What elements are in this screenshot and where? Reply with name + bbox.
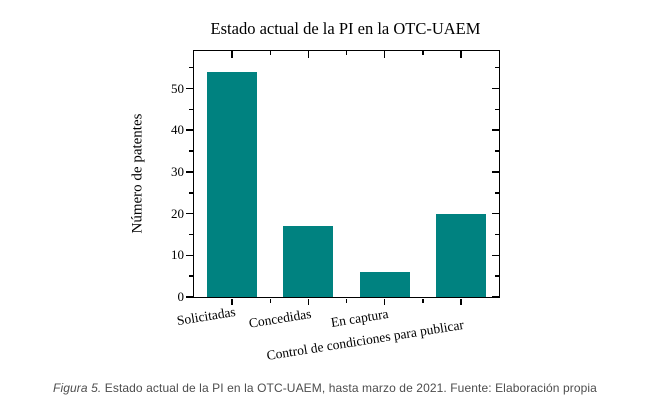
y-minor-tick-right: [495, 150, 499, 152]
figure-caption-label: Figura 5.: [53, 381, 102, 395]
x-major-tick-bottom: [383, 298, 386, 305]
y-tick-label-40: 40: [171, 122, 184, 138]
bar-solicitadas: [207, 71, 258, 297]
x-minor-tick-bottom: [422, 298, 424, 303]
y-tick-label-50: 50: [171, 80, 184, 96]
y-major-tick: [185, 87, 193, 90]
x-minor-tick-top: [269, 51, 271, 55]
y-major-tick: [185, 254, 193, 257]
y-major-tick-right: [492, 87, 499, 90]
y-major-tick-right: [492, 296, 499, 298]
y-minor-tick-right: [495, 275, 499, 277]
x-minor-tick-bottom: [269, 298, 271, 303]
y-minor-tick-right: [495, 108, 499, 111]
y-major-tick-right: [492, 254, 499, 257]
y-minor-tick-right: [495, 233, 499, 236]
y-tick-label-20: 20: [171, 205, 184, 221]
x-tick-label-en-captura: En captura: [329, 306, 389, 330]
x-major-tick-top: [307, 51, 310, 58]
bar-en-captura: [359, 271, 410, 297]
y-tick-label-10: 10: [171, 247, 184, 263]
y-axis-label-text: Número de patentes: [129, 113, 146, 233]
y-minor-tick: [188, 66, 193, 69]
y-major-tick: [185, 296, 193, 298]
x-major-tick-bottom: [460, 298, 462, 305]
y-minor-tick: [188, 150, 193, 152]
figure-caption-text: Estado actual de la PI en la OTC-UAEM, h…: [104, 381, 597, 395]
x-minor-tick-top: [422, 51, 424, 55]
x-major-tick-bottom: [231, 298, 233, 305]
y-minor-tick-right: [495, 192, 499, 194]
y-minor-tick: [188, 192, 193, 194]
y-major-tick-right: [492, 129, 499, 131]
y-minor-tick: [188, 233, 193, 236]
x-minor-tick-bottom: [345, 298, 348, 303]
chart-title: Estado actual de la PI en la OTC-UAEM: [210, 19, 481, 38]
y-minor-tick: [188, 108, 193, 111]
x-major-tick-top: [383, 51, 386, 58]
bar-control-de-condiciones-para-publicar: [435, 213, 486, 297]
x-minor-tick-top: [345, 51, 348, 55]
y-minor-tick-right: [495, 66, 499, 69]
y-major-tick: [185, 212, 193, 215]
y-tick-label-30: 30: [171, 163, 184, 179]
y-tick-label-0: 0: [177, 289, 185, 304]
x-major-tick-bottom: [307, 298, 310, 305]
x-tick-label-solicitadas: Solicitadas: [175, 304, 237, 329]
bar-concedidas: [283, 226, 334, 297]
x-major-tick-top: [460, 51, 462, 58]
plot-area: 0 10 20 30 40 50 Solicitadas Concedidas En captu…: [171, 50, 500, 363]
y-major-tick-right: [492, 212, 499, 215]
x-major-tick-top: [231, 51, 233, 58]
y-major-tick-right: [492, 171, 499, 173]
y-major-tick: [185, 171, 193, 173]
y-major-tick: [185, 129, 193, 131]
y-minor-tick: [188, 275, 193, 277]
y-axis-label: Número de patentes: [126, 50, 150, 296]
x-tick-label-concedidas: Concedidas: [248, 306, 313, 331]
figure-caption: Figura 5. Estado actual de la PI en la O…: [0, 381, 650, 395]
